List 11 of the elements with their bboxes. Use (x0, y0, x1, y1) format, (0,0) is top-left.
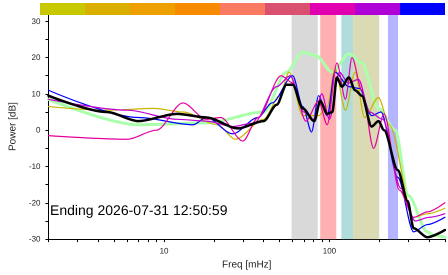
y-axis-title: Power [dB] (8, 102, 18, 152)
y-tick-label: 0 (36, 126, 42, 135)
x-axis-title: Freq [mHz] (222, 260, 272, 270)
y-tick-label: -20 (28, 198, 42, 208)
y-tick-label: 20 (32, 53, 42, 62)
annotation: Ending 2026-07-31 12:50:59 (50, 202, 228, 218)
x-tick-label: 100 (322, 246, 337, 256)
y-tick-label: -30 (28, 234, 42, 244)
y-tick-label: 10 (32, 89, 42, 98)
y-tick-label: 30 (32, 16, 42, 26)
y-tick-label: -10 (28, 162, 42, 171)
